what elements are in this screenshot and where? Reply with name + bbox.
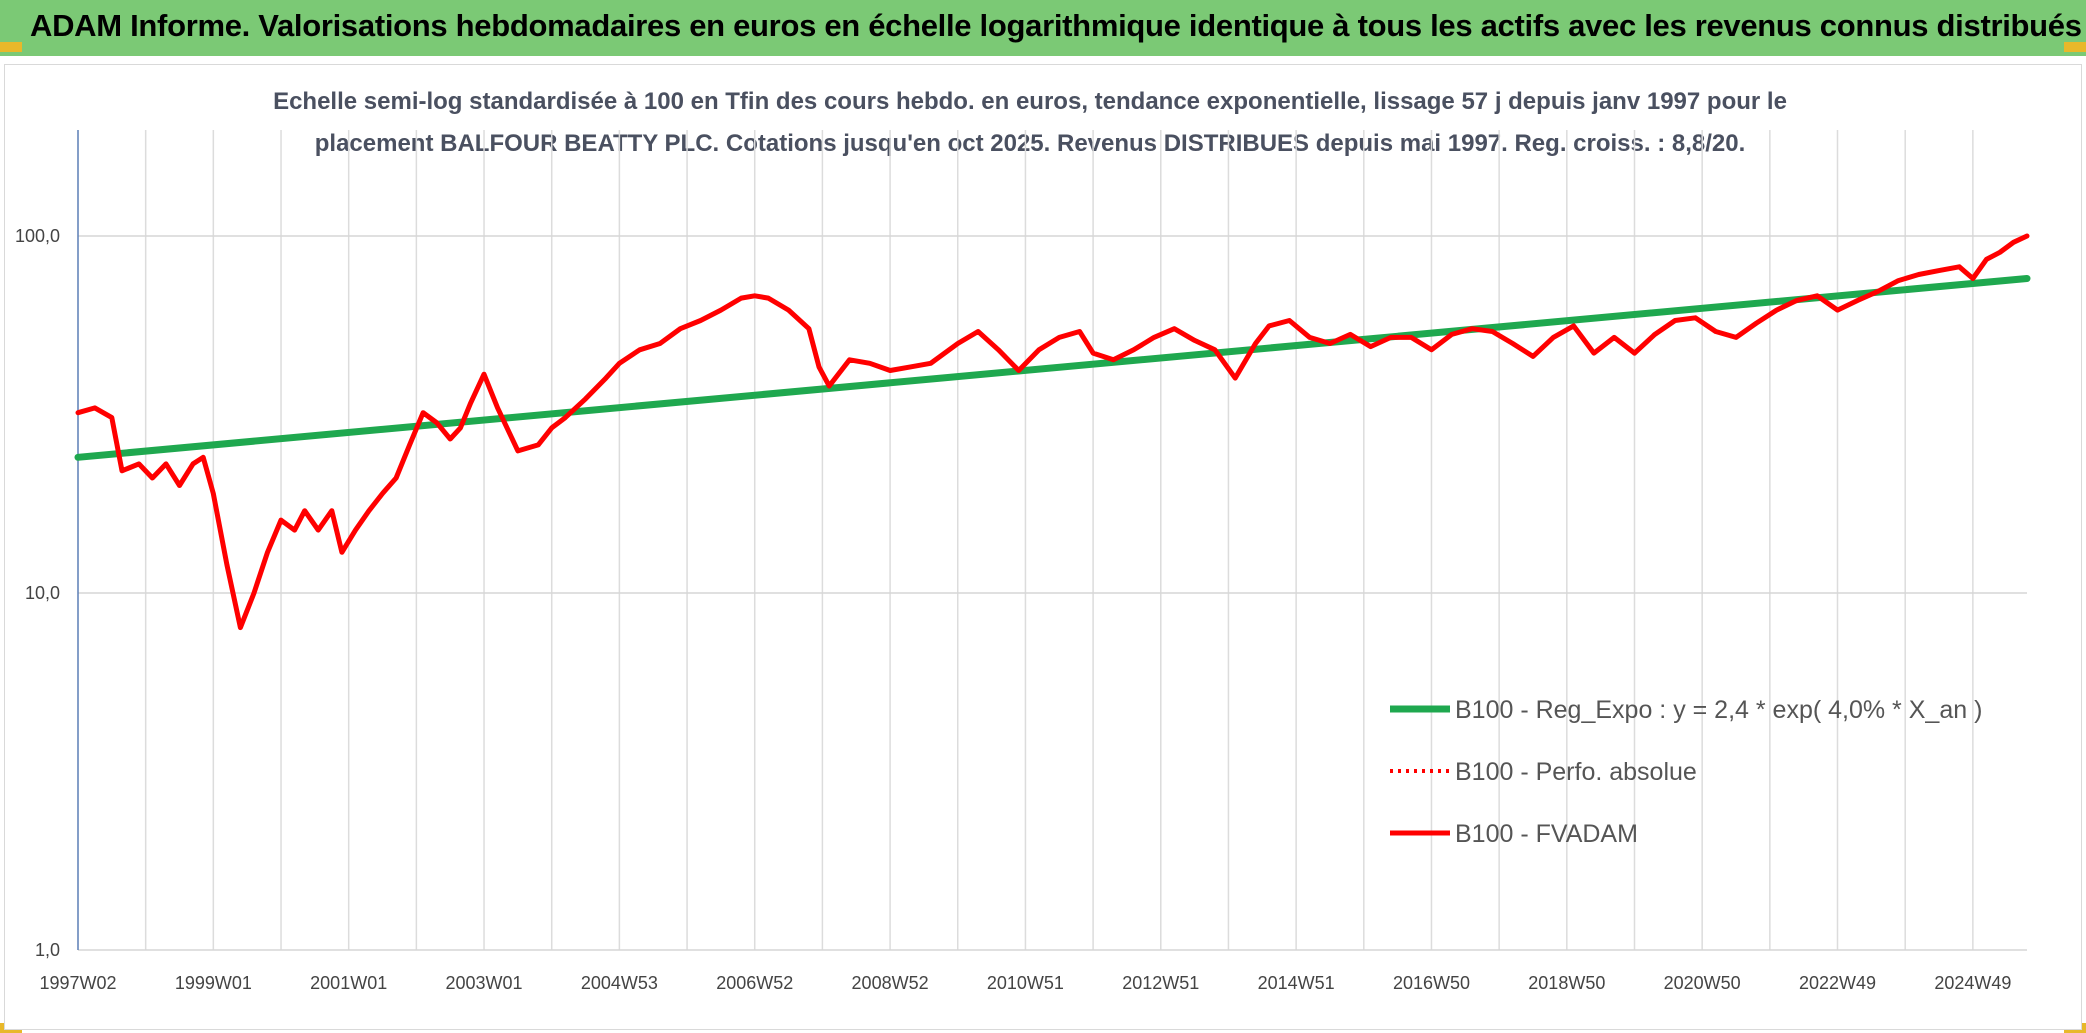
- fvadam-series-line: [75, 233, 2030, 631]
- header-banner: ADAM Informe. Valorisations hebdomadaire…: [0, 0, 2086, 56]
- y-tick-label: 10,0: [25, 583, 60, 603]
- x-tick-label: 2020W50: [1664, 973, 1741, 993]
- x-tick-label: 2006W52: [716, 973, 793, 993]
- regression-trend-line: [74, 275, 2031, 461]
- corner-marker: [2064, 42, 2086, 52]
- x-tick-label: 1999W01: [175, 973, 252, 993]
- x-tick-label: 2001W01: [310, 973, 387, 993]
- x-tick-label: 1997W02: [39, 973, 116, 993]
- x-tick-label: 2008W52: [852, 973, 929, 993]
- x-tick-label: 2012W51: [1122, 973, 1199, 993]
- x-tick-label: 2018W50: [1528, 973, 1605, 993]
- legend-label: B100 - Perfo. absolue: [1455, 758, 1697, 786]
- x-tick-label: 2016W50: [1393, 973, 1470, 993]
- x-tick-label: 2003W01: [446, 973, 523, 993]
- y-tick-label: 100,0: [15, 226, 60, 246]
- x-tick-label: 2024W49: [1934, 973, 2011, 993]
- x-tick-label: 2004W53: [581, 973, 658, 993]
- chart-title-line-1: Echelle semi-log standardisée à 100 en T…: [273, 88, 1787, 115]
- corner-marker: [0, 42, 22, 52]
- chart-title-line-2: placement BALFOUR BEATTY PLC. Cotations …: [314, 130, 1746, 157]
- legend-label: B100 - FVADAM: [1455, 820, 1638, 848]
- y-tick-label: 1,0: [35, 940, 60, 960]
- page-title: ADAM Informe. Valorisations hebdomadaire…: [30, 8, 2082, 43]
- x-tick-label: 2022W49: [1799, 973, 1876, 993]
- x-tick-label: 2014W51: [1258, 973, 1335, 993]
- legend-label: B100 - Reg_Expo : y = 2,4 * exp( 4,0% * …: [1455, 696, 1982, 724]
- x-tick-label: 2010W51: [987, 973, 1064, 993]
- plot-area: [4, 64, 2082, 1030]
